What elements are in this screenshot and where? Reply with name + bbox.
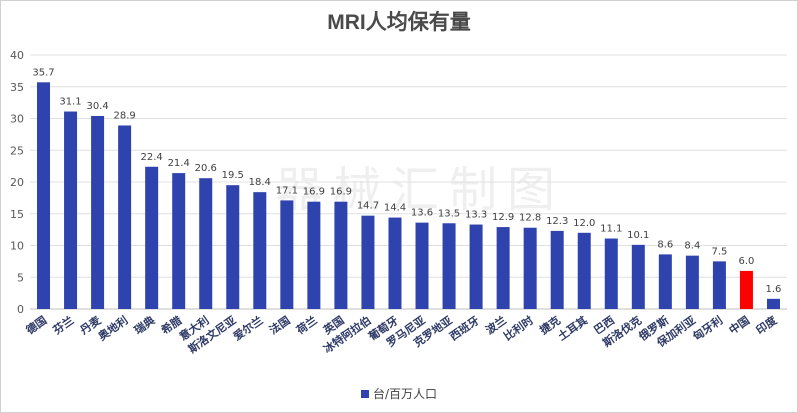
x-tick-label: 比利时 <box>501 313 536 343</box>
bar <box>118 125 132 309</box>
value-label: 11.1 <box>600 224 622 235</box>
value-label: 16.9 <box>303 187 325 198</box>
bar <box>604 238 618 309</box>
value-label: 1.6 <box>766 284 782 295</box>
y-tick-label: 35 <box>10 81 24 94</box>
value-label: 10.1 <box>627 230 649 241</box>
y-tick-label: 10 <box>10 240 24 253</box>
value-label: 12.8 <box>519 213 541 224</box>
bar <box>64 111 78 309</box>
bar <box>199 178 213 309</box>
x-tick-label: 瑞典 <box>131 313 157 337</box>
bar <box>739 270 753 309</box>
value-label: 6.0 <box>738 256 754 267</box>
y-tick-label: 25 <box>10 144 24 157</box>
x-tick-label: 法国 <box>267 313 293 337</box>
y-tick-label: 40 <box>10 49 24 62</box>
x-tick-label: 中国 <box>726 313 752 337</box>
x-tick-label: 奥地利 <box>94 313 130 344</box>
value-label: 28.9 <box>113 110 135 121</box>
value-label: 13.5 <box>438 208 460 219</box>
x-tick-label: 爱尔兰 <box>230 313 265 343</box>
bar <box>469 224 483 309</box>
legend-swatch <box>360 389 369 398</box>
value-label: 20.6 <box>195 163 217 174</box>
value-label: 14.4 <box>384 203 406 214</box>
value-label: 7.5 <box>711 246 727 257</box>
value-label: 8.4 <box>684 241 700 252</box>
value-label: 19.5 <box>222 170 244 181</box>
bar <box>91 115 105 310</box>
bar <box>712 261 726 309</box>
value-label: 16.9 <box>330 187 352 198</box>
value-label: 8.6 <box>657 239 673 250</box>
bars <box>37 82 780 310</box>
legend: 台/百万人口 <box>0 385 798 402</box>
gridlines <box>30 54 787 310</box>
bar <box>523 227 537 309</box>
bar <box>658 254 672 309</box>
value-label: 30.4 <box>86 101 108 112</box>
value-label: 21.4 <box>168 158 190 169</box>
x-tick-label: 印度 <box>753 312 780 337</box>
value-label: 22.4 <box>141 152 163 163</box>
bar <box>334 201 348 309</box>
bar <box>388 217 402 309</box>
bar <box>496 227 510 309</box>
bar <box>253 192 267 309</box>
value-label: 13.3 <box>465 210 487 221</box>
bar <box>577 232 591 309</box>
bar <box>145 166 159 309</box>
bar <box>37 82 51 310</box>
value-label: 31.1 <box>59 97 81 108</box>
x-tick-label: 匈牙利 <box>690 313 725 343</box>
bar <box>766 298 780 309</box>
value-label: 18.4 <box>249 177 271 188</box>
y-tick-label: 5 <box>17 271 24 284</box>
y-tick-label: 0 <box>17 303 24 316</box>
y-tick-label: 15 <box>10 208 24 221</box>
y-tick-label: 20 <box>10 176 24 189</box>
value-label: 14.7 <box>357 201 379 212</box>
y-axis: 0 5 10 15 20 25 30 35 40 <box>10 49 24 316</box>
y-tick-label: 30 <box>10 113 24 126</box>
bar <box>226 185 240 309</box>
value-label: 12.3 <box>546 216 568 227</box>
bar <box>172 173 186 309</box>
bar <box>361 215 375 309</box>
x-tick-label: 土耳其 <box>555 313 590 343</box>
bar <box>442 223 456 309</box>
x-tick-label: 芬兰 <box>49 313 76 338</box>
bar <box>685 255 699 309</box>
value-label: 13.6 <box>411 208 433 219</box>
value-label: 12.9 <box>492 212 514 223</box>
x-tick-label: 荷兰 <box>293 313 320 338</box>
value-label: 12.0 <box>573 218 595 229</box>
x-tick-label: 西班牙 <box>447 313 482 343</box>
value-label: 35.7 <box>32 67 54 78</box>
value-labels: 35.7 31.1 30.4 28.9 22.4 21.4 20.6 19.5 18.4 17.1… <box>32 67 781 295</box>
bar <box>550 230 564 309</box>
x-tick-label: 德国 <box>22 313 49 338</box>
chart-title: MRI人均保有量 <box>327 11 471 34</box>
legend-label: 台/百万人口 <box>372 387 438 401</box>
bar <box>415 222 429 309</box>
bar <box>280 200 294 309</box>
bar <box>631 244 645 309</box>
bar <box>307 201 321 309</box>
value-label: 17.1 <box>276 185 298 196</box>
